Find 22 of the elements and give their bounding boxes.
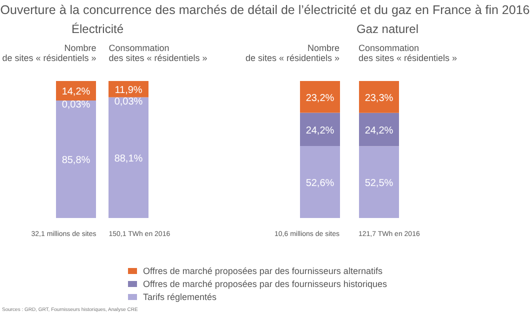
legend-label: Offres de marché proposées par des fournisseurs alternatifs	[142, 264, 384, 277]
data-label: 0,03%	[114, 96, 143, 108]
chart-title: Gaz naturel	[355, 22, 420, 38]
data-label: 24,2%	[306, 125, 334, 136]
data-label: 23,2%	[306, 92, 334, 104]
data-label: 23,3%	[364, 92, 394, 104]
data-label: 24,2%	[364, 126, 394, 136]
data-label: 52,6%	[306, 178, 334, 189]
x-tick-label: Consommation des sites « résidentiels »	[108, 43, 208, 63]
x-tick-label: Consommation des sites « résidentiels »	[358, 43, 458, 63]
data-label: 88,1%	[114, 154, 143, 165]
data-label: 85,8%	[62, 155, 90, 166]
data-label: 0,03%	[62, 99, 90, 110]
x-tick-label: Nombre de sites « résidentiels »	[2, 43, 96, 63]
legend-label: Tarifs réglementés	[142, 290, 218, 303]
chart-subtitle: Électricité	[70, 22, 124, 38]
text: Ouverture à la concurrence des marchés de détail de l’électricité et du gaz en France à fin 2016	[0, 2, 530, 19]
x-tick-label: Nombre de sites « résidentiels »	[245, 43, 340, 63]
legend-label: Offres de marché proposées par des fournisseurs historiques	[142, 278, 388, 290]
data-label: 14,2%	[62, 86, 90, 98]
data-label: 11,9%	[114, 85, 142, 96]
data-label: 52,5%	[364, 178, 394, 190]
